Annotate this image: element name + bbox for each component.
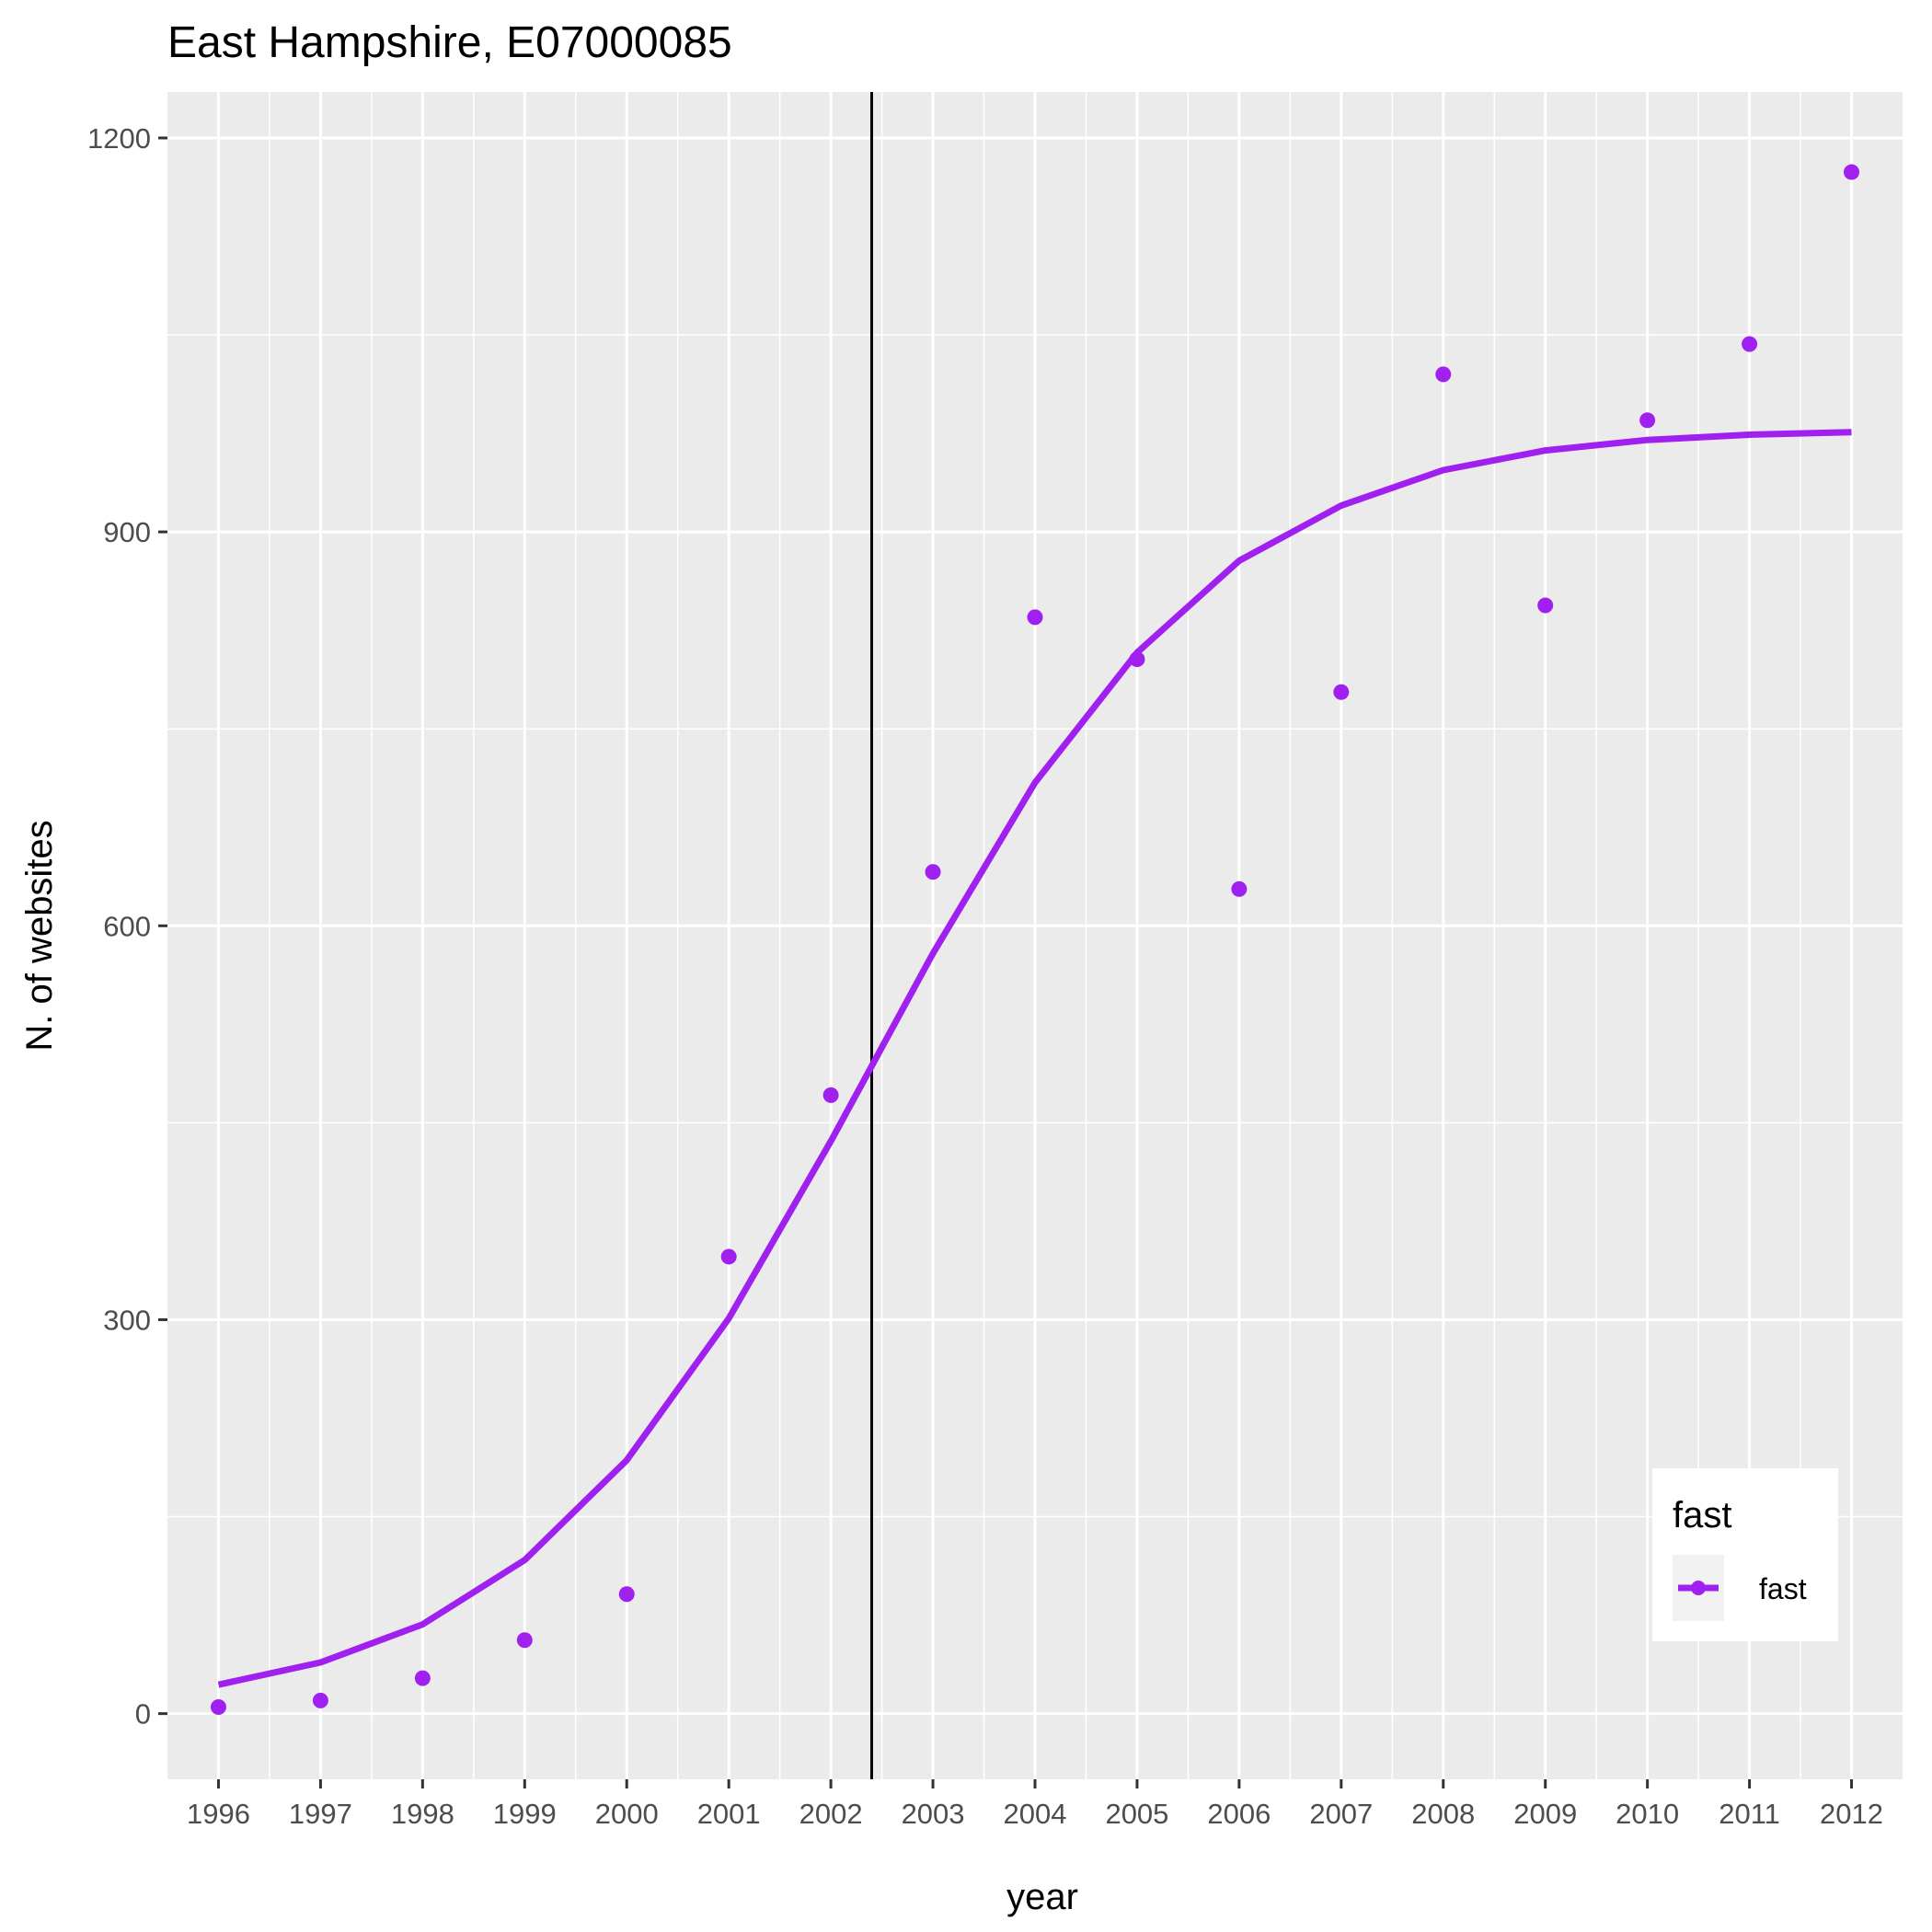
data-point: [1537, 597, 1554, 614]
data-points-fast: [210, 164, 1860, 1716]
data-point: [618, 1586, 635, 1603]
y-tick-label: 1200: [87, 122, 151, 155]
chart-title: East Hampshire, E07000085: [167, 18, 732, 67]
x-tick-label: 1999: [493, 1798, 557, 1830]
x-tick-label: 2004: [1004, 1798, 1067, 1830]
x-tick-label: 2005: [1105, 1798, 1168, 1830]
x-axis: 1996 1997 1998 1999 2000 2001 2002 2003 2004 2005…: [187, 1779, 1883, 1830]
data-point: [1844, 164, 1860, 180]
x-axis-label: year: [1006, 1877, 1078, 1917]
x-tick-label: 2002: [799, 1798, 863, 1830]
legend-title: fast: [1673, 1495, 1731, 1535]
data-point: [1742, 336, 1758, 352]
data-point: [516, 1632, 533, 1649]
x-tick-label: 2011: [1719, 1798, 1780, 1830]
x-tick-label: 2012: [1820, 1798, 1883, 1830]
y-tick-label: 900: [103, 516, 151, 548]
data-point: [210, 1699, 226, 1716]
x-tick-label: 2010: [1616, 1798, 1679, 1830]
x-tick-label: 2000: [595, 1798, 659, 1830]
y-axis-label: N. of websites: [19, 820, 60, 1051]
fitted-line-fast: [217, 429, 1852, 1688]
x-tick-label: 1997: [289, 1798, 352, 1830]
x-tick-label: 1998: [391, 1798, 454, 1830]
data-point: [1027, 609, 1043, 626]
y-axis: 0 300 600 900 1200: [87, 122, 167, 1731]
data-point: [720, 1248, 737, 1265]
data-point: [1639, 412, 1656, 429]
x-tick-label: 2003: [902, 1798, 965, 1830]
data-point: [1129, 651, 1145, 668]
legend-key-point: [1691, 1581, 1706, 1595]
y-tick-label: 0: [135, 1698, 151, 1731]
data-point: [925, 864, 941, 880]
data-point: [1231, 880, 1248, 897]
legend: fast fast: [1652, 1468, 1838, 1641]
y-tick-label: 300: [103, 1304, 151, 1336]
data-point: [414, 1670, 431, 1686]
major-gridlines: [167, 92, 1903, 1779]
x-tick-label: 2009: [1513, 1798, 1577, 1830]
data-point: [1435, 366, 1452, 383]
y-tick-label: 600: [103, 910, 151, 942]
x-tick-label: 1996: [187, 1798, 250, 1830]
x-tick-label: 2006: [1207, 1798, 1271, 1830]
x-tick-label: 2008: [1411, 1798, 1475, 1830]
legend-entry-fast: fast: [1759, 1572, 1807, 1605]
data-point: [822, 1087, 839, 1103]
x-tick-label: 2001: [697, 1798, 761, 1830]
x-tick-label: 2007: [1309, 1798, 1373, 1830]
data-point: [312, 1692, 328, 1708]
data-point: [1333, 684, 1350, 700]
